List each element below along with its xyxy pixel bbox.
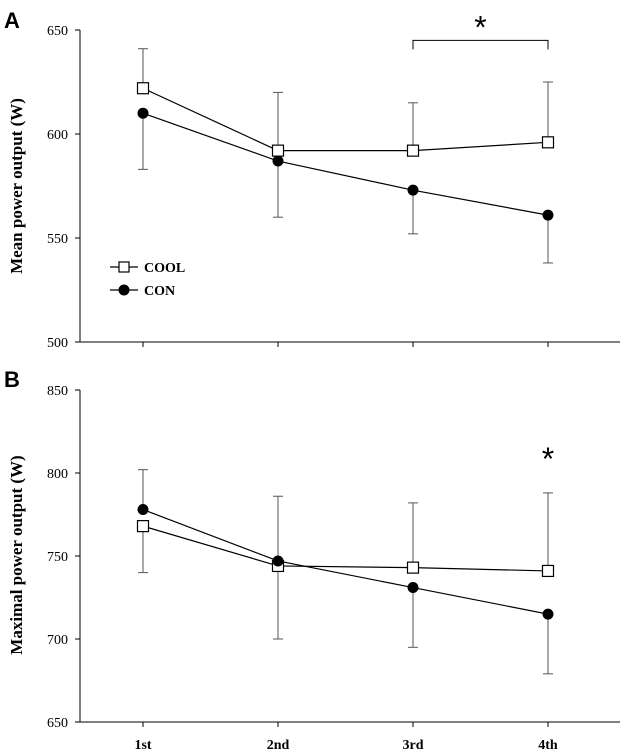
- y-tick-label: 800: [47, 467, 68, 482]
- data-point-cool: [136, 520, 150, 533]
- panel-letter-b: B: [4, 367, 20, 392]
- data-points-b: [136, 504, 555, 620]
- data-point-cool: [541, 564, 555, 578]
- x-tick-label: 3rd: [403, 738, 424, 751]
- y-tick-label: 650: [47, 716, 68, 731]
- x-tick-label: 4th: [538, 738, 558, 751]
- panel-letter-a: A: [4, 8, 20, 33]
- y-axis-title-b: Maximal power output (W): [7, 455, 26, 654]
- data-point-con: [542, 209, 554, 221]
- y-tick-label: 550: [47, 232, 68, 247]
- data-points-a: [136, 82, 555, 221]
- y-tick-label: 750: [47, 550, 68, 565]
- data-point-con: [272, 155, 284, 167]
- significance-b: *: [542, 441, 554, 477]
- axes-b: [75, 389, 620, 727]
- significance-a: *: [412, 9, 549, 50]
- x-tick-labels: 1st 2nd 3rd 4th: [134, 738, 557, 751]
- y-tick-label: 600: [47, 128, 68, 143]
- data-point-con: [542, 608, 554, 620]
- data-point-cool: [271, 144, 285, 157]
- legend-label-con: CON: [144, 284, 175, 299]
- x-tick-label: 1st: [134, 738, 151, 751]
- axes-a: [75, 29, 620, 347]
- panel-b: B 650 700 750 800 850 Maximal power output (…: [4, 367, 620, 751]
- error-bars-b: [138, 469, 553, 675]
- data-point-cool: [406, 561, 420, 574]
- y-tick-label: 500: [47, 336, 68, 351]
- legend-marker-cool: [118, 261, 130, 273]
- data-point-cool: [406, 144, 420, 157]
- y-tick-label: 850: [47, 384, 68, 399]
- data-point-con: [407, 184, 419, 196]
- error-bars-a: [138, 48, 553, 264]
- legend-marker-con: [118, 284, 130, 296]
- data-point-con: [407, 582, 419, 594]
- series-line-cool: [142, 525, 549, 572]
- series-lines-a: [142, 87, 549, 216]
- y-tick-labels-a: 500 550 600 650: [47, 24, 68, 351]
- series-lines-b: [142, 508, 549, 615]
- y-tick-labels-b: 650 700 750 800 850: [47, 384, 68, 731]
- y-axis-title-a: Mean power output (W): [7, 98, 26, 274]
- data-point-cool: [541, 136, 555, 149]
- series-line-cool: [142, 87, 549, 152]
- legend: COOL CON: [110, 261, 185, 299]
- y-tick-label: 700: [47, 633, 68, 648]
- data-point-cool: [136, 82, 150, 95]
- significance-bracket: [412, 39, 549, 50]
- series-line-con: [142, 112, 549, 216]
- panel-a: A 500 550 600 650 Mean power output (W) * C…: [4, 8, 620, 351]
- data-point-con: [137, 504, 149, 516]
- data-point-con: [272, 555, 284, 567]
- y-tick-label: 650: [47, 24, 68, 39]
- series-line-con: [142, 508, 549, 615]
- significance-star-a: *: [474, 9, 486, 45]
- significance-star-b: *: [542, 441, 554, 477]
- x-tick-label: 2nd: [267, 738, 290, 751]
- data-point-con: [137, 107, 149, 119]
- legend-label-cool: COOL: [144, 261, 185, 276]
